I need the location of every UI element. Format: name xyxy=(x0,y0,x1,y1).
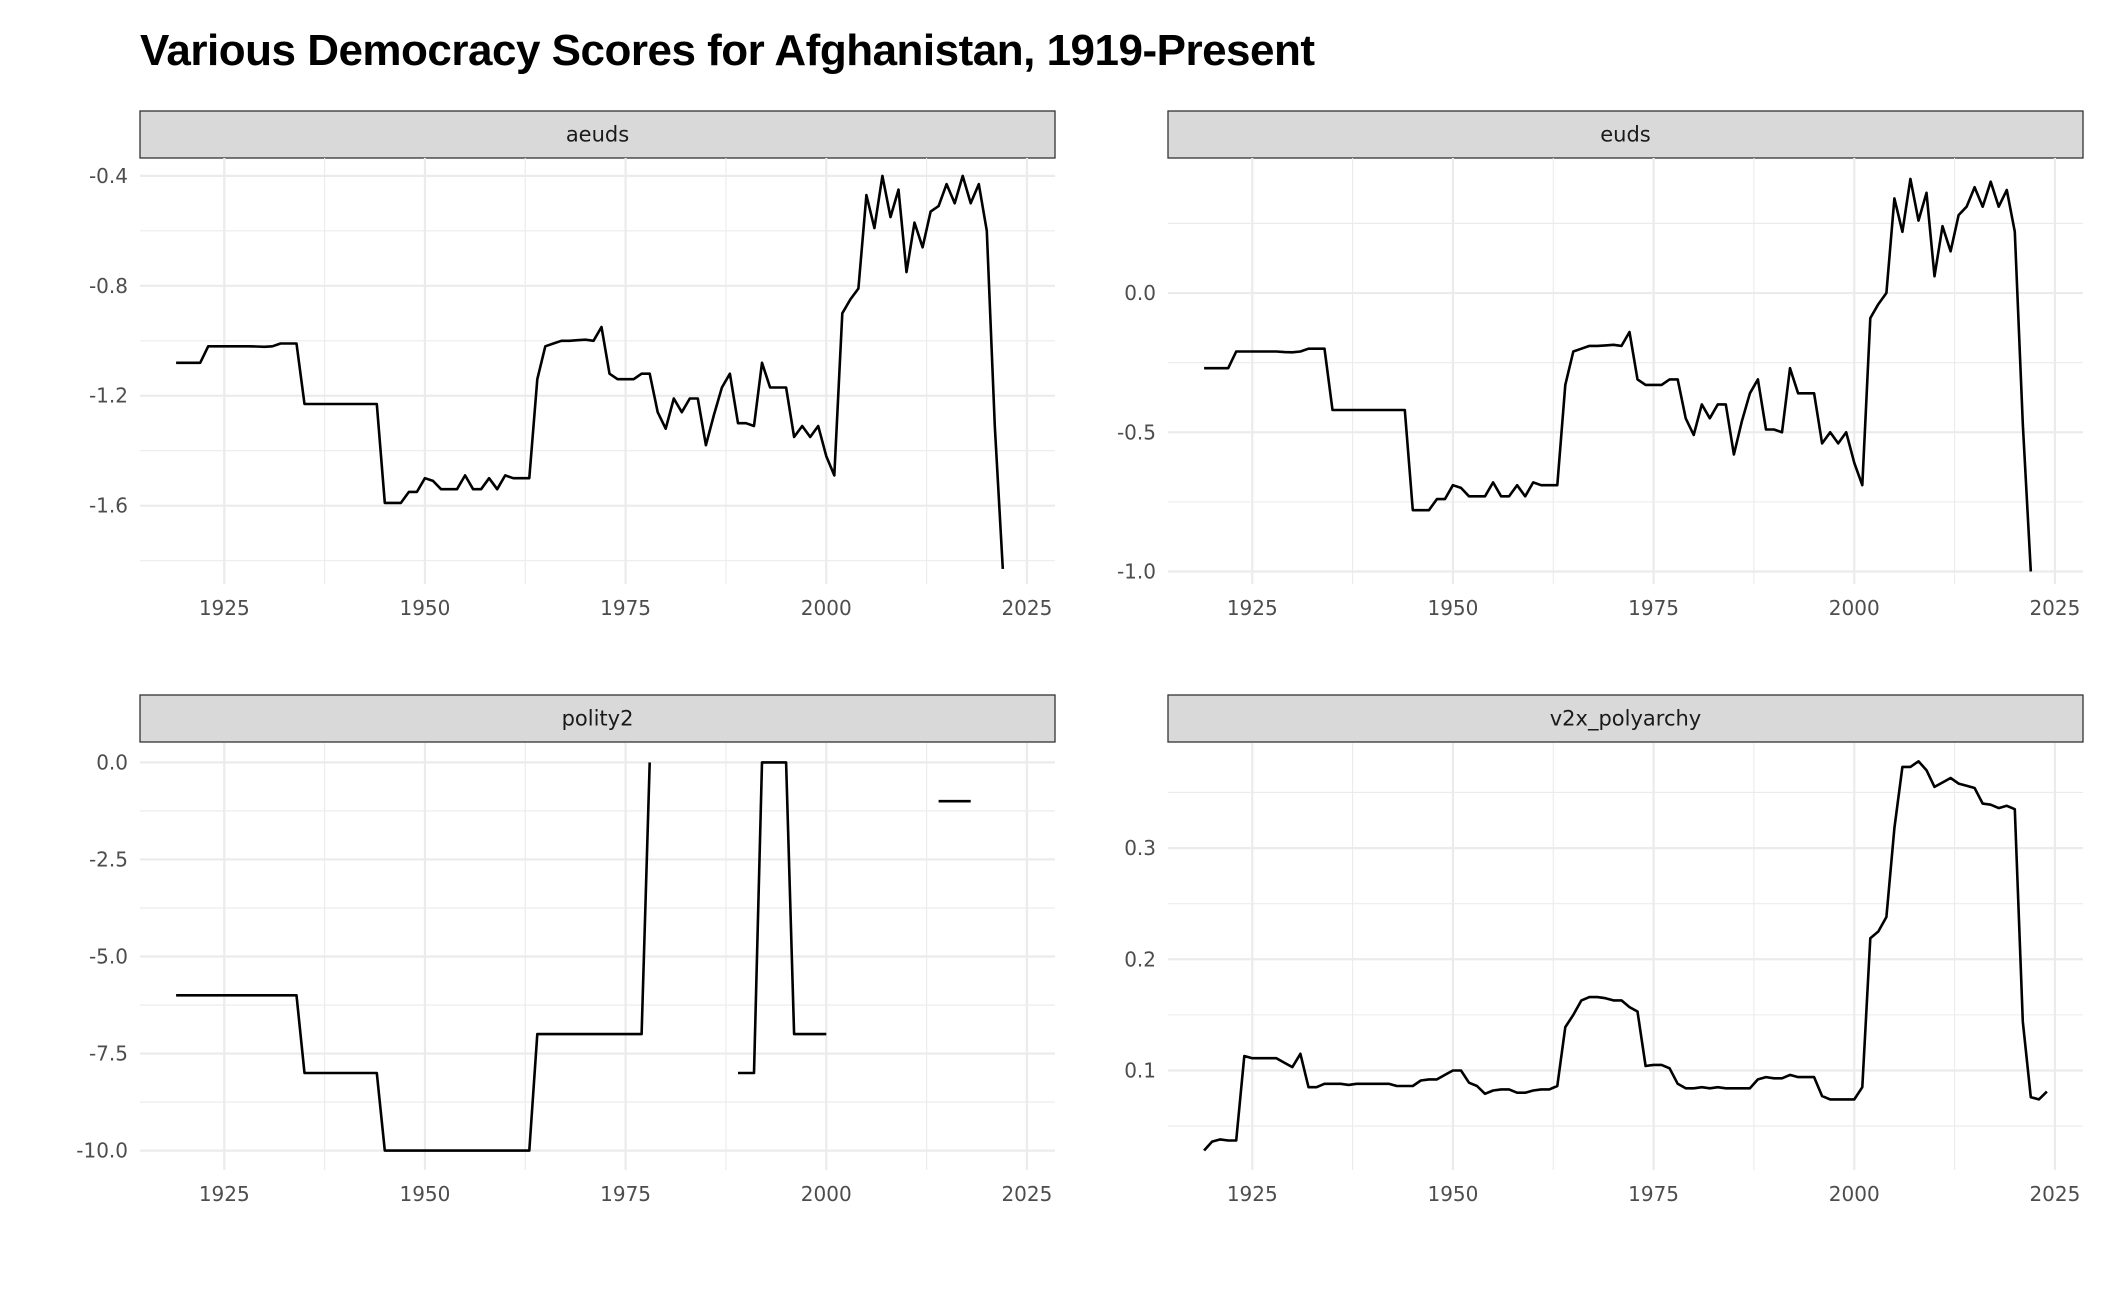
facet-strip-label: aeuds xyxy=(566,123,629,147)
facet-strip xyxy=(139,694,1056,743)
y-tick-label: -0.8 xyxy=(89,274,128,298)
x-tick-label: 2025 xyxy=(2029,596,2080,620)
facet-aeuds: aeuds 1925 1950 1975 2000 2025 -0.4 -0.8 -1.2 -1.… xyxy=(89,110,1056,620)
x-tick-label: 2025 xyxy=(1001,1182,1052,1206)
facet-euds: euds 1925 1950 1975 2000 2025 0.0 -0.5 -1.0 xyxy=(1117,110,2084,620)
x-tick-label: 1950 xyxy=(399,596,450,620)
tick-labels: 1925 1950 1975 2000 2025 0.0 -2.5 -5.0 -7.5 -10.0 xyxy=(76,750,1052,1206)
x-tick-label: 1950 xyxy=(1427,1182,1478,1206)
facet-strip-label: polity2 xyxy=(562,707,634,731)
facet-strip-label: v2x_polyarchy xyxy=(1550,707,1701,732)
gridlines xyxy=(140,158,1055,584)
y-tick-label: 0.0 xyxy=(1124,281,1156,305)
y-tick-label: -2.5 xyxy=(89,847,128,871)
x-tick-label: 1975 xyxy=(600,1182,651,1206)
x-tick-label: 1950 xyxy=(1427,596,1478,620)
x-tick-label: 2000 xyxy=(801,1182,852,1206)
x-tick-label: 1975 xyxy=(1628,596,1679,620)
tick-labels: 1925 1950 1975 2000 2025 -0.4 -0.8 -1.2 -1.6 xyxy=(89,164,1052,620)
facet-panels: aeuds 1925 1950 1975 2000 2025 -0.4 -0.8 -1.2 -1.… xyxy=(76,110,2084,1206)
series-line xyxy=(1204,177,2033,572)
facet-polity2: polity2 1925 1950 1975 2000 2025 0.0 -2.5 -5.0 -7… xyxy=(76,694,1056,1206)
tick-labels: 1925 1950 1975 2000 2025 0.3 0.2 0.1 xyxy=(1124,836,2080,1206)
series-line xyxy=(176,762,651,1152)
y-tick-label: -5.0 xyxy=(89,945,128,969)
y-tick-label: -7.5 xyxy=(89,1042,128,1066)
y-tick-label: -1.2 xyxy=(89,384,128,408)
x-tick-label: 1975 xyxy=(600,596,651,620)
x-tick-label: 2000 xyxy=(1829,596,1880,620)
y-tick-label: -1.0 xyxy=(1117,559,1156,583)
x-tick-label: 1925 xyxy=(1227,1182,1278,1206)
y-tick-label: 0.2 xyxy=(1124,947,1156,971)
y-tick-label: 0.1 xyxy=(1124,1058,1156,1082)
y-tick-label: 0.0 xyxy=(96,750,128,774)
x-tick-label: 1950 xyxy=(399,1182,450,1206)
facet-strip xyxy=(139,110,1056,159)
x-tick-label: 1925 xyxy=(1227,596,1278,620)
gridlines xyxy=(1168,158,2083,584)
series-line xyxy=(176,174,1005,569)
x-tick-label: 2000 xyxy=(801,596,852,620)
gridlines xyxy=(140,743,1055,1170)
chart-title: Various Democracy Scores for Afghanistan… xyxy=(140,26,1315,75)
y-tick-label: -10.0 xyxy=(76,1139,128,1163)
facet-strip-label: euds xyxy=(1600,123,1651,147)
x-tick-label: 1975 xyxy=(1628,1182,1679,1206)
facet-strip xyxy=(1167,694,2084,743)
tick-labels: 1925 1950 1975 2000 2025 0.0 -0.5 -1.0 xyxy=(1117,281,2080,620)
x-tick-label: 1925 xyxy=(199,1182,250,1206)
facet-v2x-polyarchy: v2x_polyarchy 1925 1950 1975 2000 2025 0.3 0.2 0… xyxy=(1124,694,2084,1206)
y-tick-label: -0.4 xyxy=(89,164,128,188)
gridlines xyxy=(1168,743,2083,1170)
facet-strip xyxy=(1167,110,2084,159)
series-line xyxy=(1203,760,2048,1152)
x-tick-label: 2025 xyxy=(2029,1182,2080,1206)
series-line xyxy=(738,761,827,1075)
x-tick-label: 2000 xyxy=(1829,1182,1880,1206)
y-tick-label: -0.5 xyxy=(1117,420,1156,444)
y-tick-label: -1.6 xyxy=(89,494,128,518)
x-tick-label: 1925 xyxy=(199,596,250,620)
y-tick-label: 0.3 xyxy=(1124,836,1156,860)
x-tick-label: 2025 xyxy=(1001,596,1052,620)
